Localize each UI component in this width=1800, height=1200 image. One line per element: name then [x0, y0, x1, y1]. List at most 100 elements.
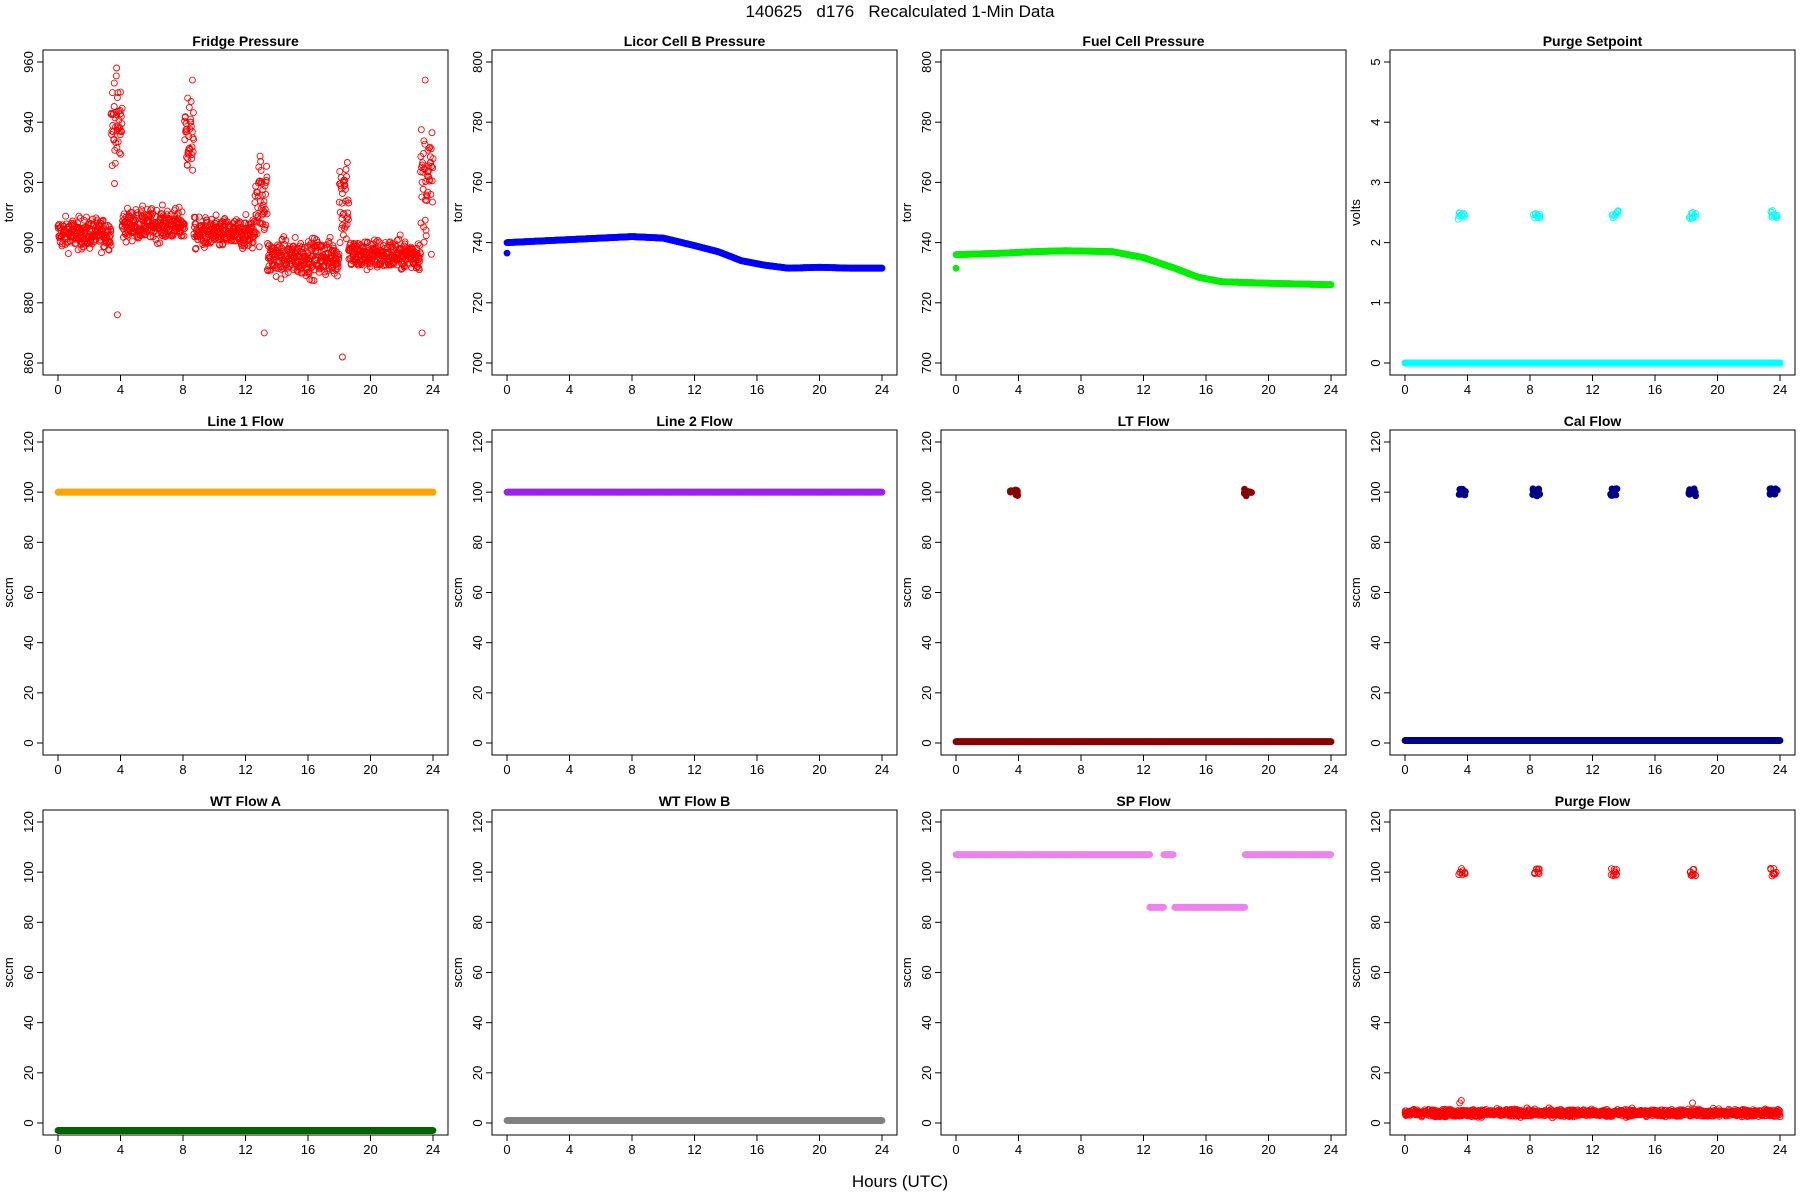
data-point [284, 268, 292, 276]
x-tick-label: 12 [238, 382, 252, 397]
data-point [429, 488, 437, 496]
data-point [187, 115, 195, 123]
data-point [263, 162, 271, 170]
y-tick-label: 2 [1368, 239, 1383, 246]
y-axis-label: torr [1, 202, 16, 222]
data-point [293, 248, 301, 256]
data-point [74, 246, 82, 254]
data-point [342, 185, 349, 193]
data-point [300, 244, 308, 251]
data-point [260, 329, 268, 337]
data-point [280, 233, 288, 241]
x-tick-label: 0 [952, 382, 959, 397]
data-point [1327, 281, 1335, 289]
panel-title: Line 2 Flow [656, 413, 732, 429]
data-point [878, 264, 886, 272]
data-point [148, 205, 156, 213]
y-axis-label: sccm [450, 577, 465, 607]
x-tick-label: 8 [179, 382, 186, 397]
x-tick-label: 0 [54, 382, 61, 397]
x-tick-label: 8 [179, 762, 186, 777]
y-tick-label: 700 [919, 352, 934, 374]
data-point [503, 249, 511, 257]
data-point [242, 211, 250, 219]
data-point [189, 109, 197, 117]
panel-title: Line 1 Flow [207, 413, 283, 429]
x-tick-label: 12 [687, 762, 701, 777]
data-point [277, 275, 285, 283]
plot-frame [491, 429, 898, 756]
y-tick-label: 740 [919, 232, 934, 254]
data-point [118, 128, 125, 136]
data-point [343, 159, 351, 166]
data-point [257, 158, 265, 165]
data-point [257, 166, 265, 174]
data-point [336, 167, 344, 175]
y-tick-label: 780 [919, 111, 934, 133]
y-tick-label: 0 [1368, 359, 1383, 366]
data-point [180, 220, 188, 228]
data-point [256, 152, 264, 160]
x-tick-label: 20 [812, 382, 826, 397]
y-tick-label: 60 [470, 585, 485, 599]
data-point [229, 220, 237, 228]
data-point [188, 155, 196, 163]
data-point [107, 227, 115, 235]
data-point [181, 136, 189, 144]
plot-frame [42, 429, 449, 756]
data-point [262, 177, 270, 184]
x-tick-label: 24 [1773, 382, 1787, 397]
x-tick-label: 0 [503, 762, 510, 777]
x-tick-label: 16 [1648, 382, 1662, 397]
data-point [62, 220, 70, 228]
y-tick-label: 940 [21, 111, 36, 133]
x-tick-label: 4 [566, 382, 573, 397]
data-point [118, 120, 126, 128]
x-tick-label: 24 [426, 762, 440, 777]
data-point [156, 221, 164, 229]
y-tick-label: 80 [470, 535, 485, 549]
y-axis-label: volts [1348, 199, 1363, 226]
data-point [245, 239, 253, 247]
data-point [190, 135, 198, 143]
x-tick-label: 4 [117, 762, 124, 777]
data-point [178, 208, 186, 216]
data-point [189, 166, 197, 174]
data-point [421, 76, 429, 84]
y-tick-label: 800 [470, 51, 485, 73]
y-tick-label: 20 [470, 686, 485, 700]
figure-title: 140625 d176 Recalculated 1-Min Data [745, 2, 1055, 21]
data-point [952, 264, 960, 272]
x-tick-label: 0 [54, 762, 61, 777]
y-tick-label: 960 [21, 51, 36, 73]
x-tick-label: 20 [812, 762, 826, 777]
data-point [256, 219, 264, 226]
y-tick-label: 40 [21, 635, 36, 649]
data-point [82, 213, 90, 221]
data-point [420, 238, 428, 246]
data-point [88, 240, 96, 248]
y-tick-label: 740 [470, 232, 485, 254]
y-tick-label: 3 [1368, 179, 1383, 186]
data-point [251, 228, 259, 236]
panel-title: Fuel Cell Pressure [1082, 33, 1204, 49]
x-tick-label: 20 [1261, 382, 1275, 397]
data-point [249, 238, 257, 246]
y-axis-label: torr [450, 202, 465, 222]
x-tick-label: 16 [301, 762, 315, 777]
x-tick-label: 8 [1526, 382, 1533, 397]
data-point [187, 118, 195, 126]
data-point [122, 238, 130, 246]
panel-title: Purge Setpoint [1543, 33, 1643, 49]
data-point [211, 236, 218, 244]
data-point [253, 230, 261, 238]
plot-frame [491, 49, 898, 376]
y-tick-label: 60 [21, 585, 36, 599]
y-tick-label: 100 [21, 481, 36, 503]
y-tick-label: 20 [21, 686, 36, 700]
x-tick-label: 24 [875, 382, 889, 397]
y-tick-label: 760 [470, 172, 485, 194]
